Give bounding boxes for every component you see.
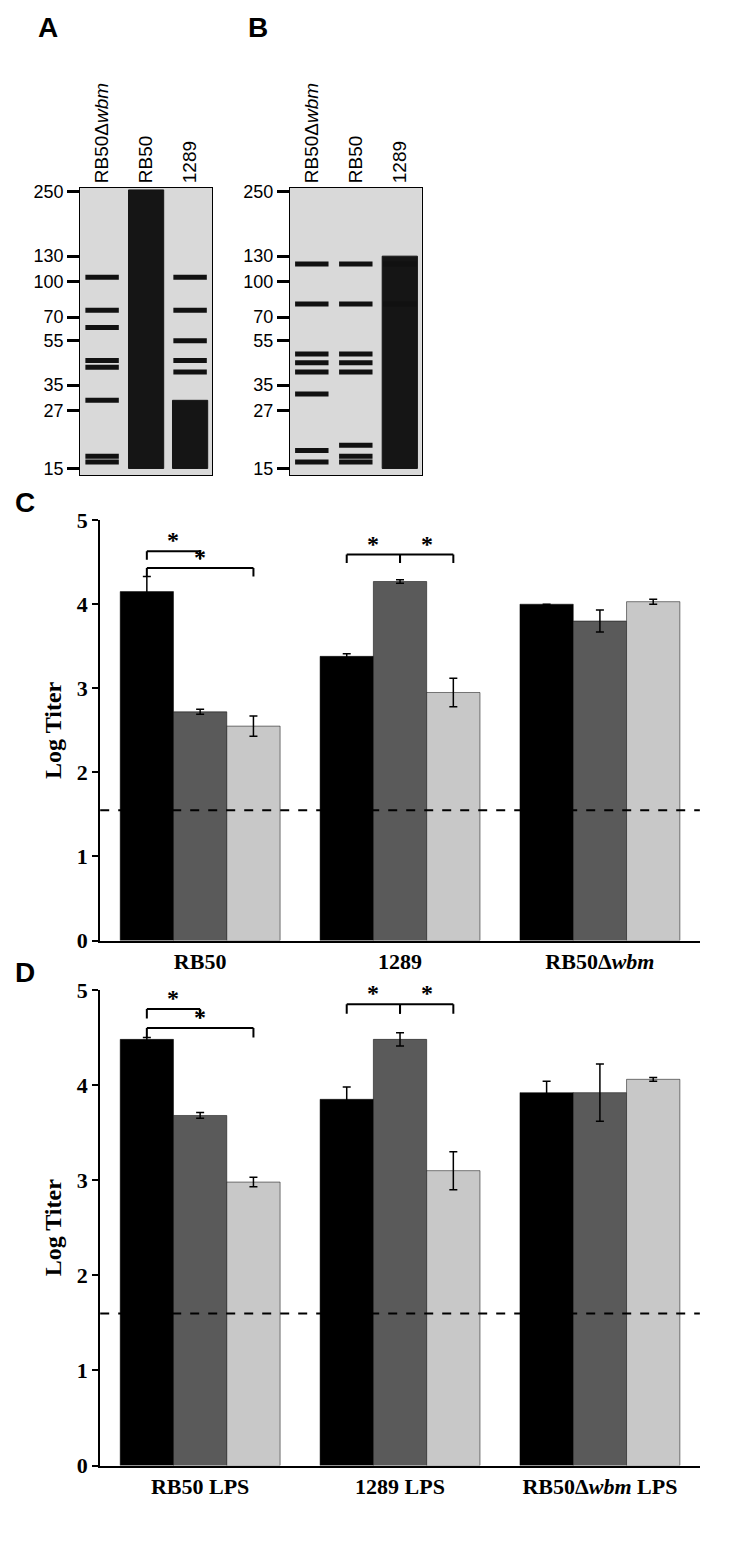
svg-text:A: A: [38, 12, 58, 43]
svg-text:35: 35: [253, 375, 273, 395]
svg-text:RB50 LPS: RB50 LPS: [151, 1474, 249, 1499]
svg-text:5: 5: [77, 978, 88, 1003]
svg-text:27: 27: [253, 401, 273, 421]
svg-text:RB50Δwbm: RB50Δwbm: [91, 83, 112, 183]
svg-text:15: 15: [43, 459, 63, 479]
svg-text:*: *: [167, 985, 179, 1011]
svg-text:Log Titer: Log Titer: [40, 1179, 66, 1276]
svg-text:1289: 1289: [378, 949, 422, 974]
svg-text:D: D: [15, 957, 35, 988]
svg-text:B: B: [248, 12, 268, 43]
svg-text:250: 250: [33, 182, 63, 202]
svg-text:RB50Δwbm: RB50Δwbm: [545, 949, 654, 974]
svg-text:RB50Δwbm: RB50Δwbm: [301, 83, 322, 183]
svg-text:1289: 1289: [389, 141, 410, 183]
svg-text:RB50: RB50: [345, 136, 366, 184]
svg-text:15: 15: [253, 459, 273, 479]
svg-text:70: 70: [253, 307, 273, 327]
svg-text:4: 4: [77, 592, 88, 617]
svg-text:1289 LPS: 1289 LPS: [355, 1474, 445, 1499]
svg-text:1: 1: [77, 1358, 88, 1383]
svg-text:130: 130: [33, 246, 63, 266]
svg-text:3: 3: [77, 1168, 88, 1193]
svg-text:250: 250: [243, 182, 273, 202]
svg-text:0: 0: [77, 928, 88, 953]
svg-text:100: 100: [33, 272, 63, 292]
svg-text:35: 35: [43, 375, 63, 395]
svg-text:Log Titer: Log Titer: [40, 681, 66, 778]
svg-text:27: 27: [43, 401, 63, 421]
svg-text:C: C: [15, 487, 35, 518]
svg-text:RB50: RB50: [135, 136, 156, 184]
svg-text:*: *: [194, 544, 206, 570]
svg-text:100: 100: [243, 272, 273, 292]
svg-text:5: 5: [77, 508, 88, 533]
svg-text:4: 4: [77, 1073, 88, 1098]
svg-text:1: 1: [77, 844, 88, 869]
svg-text:*: *: [421, 531, 433, 557]
svg-text:*: *: [194, 1004, 206, 1030]
svg-text:70: 70: [43, 307, 63, 327]
svg-text:*: *: [367, 980, 379, 1006]
svg-text:2: 2: [77, 1263, 88, 1288]
svg-text:RB50Δwbm LPS: RB50Δwbm LPS: [522, 1474, 677, 1499]
svg-text:3: 3: [77, 676, 88, 701]
svg-text:*: *: [421, 980, 433, 1006]
svg-text:55: 55: [43, 331, 63, 351]
svg-text:1289: 1289: [179, 141, 200, 183]
svg-text:2: 2: [77, 760, 88, 785]
svg-text:RB50: RB50: [174, 949, 227, 974]
svg-text:55: 55: [253, 331, 273, 351]
svg-text:*: *: [367, 531, 379, 557]
svg-text:0: 0: [77, 1453, 88, 1478]
svg-text:130: 130: [243, 246, 273, 266]
svg-text:*: *: [167, 527, 179, 553]
